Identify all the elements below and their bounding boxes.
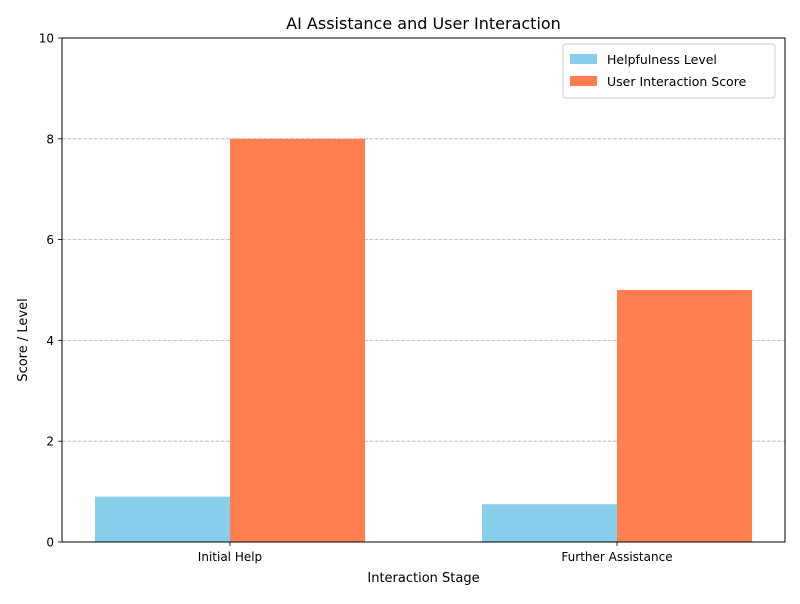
- y-tick-label: 6: [46, 233, 54, 247]
- x-tick-label: Further Assistance: [561, 550, 672, 564]
- axes: [61, 37, 786, 543]
- y-axis-ticks: 0 2 4 6 8 10: [39, 32, 62, 550]
- bar: [482, 504, 617, 542]
- y-tick-label: 10: [39, 32, 54, 46]
- x-tick-label: Initial Help: [198, 550, 262, 564]
- legend: Helpfulness Level User Interaction Score: [562, 43, 776, 99]
- bar: [617, 290, 752, 542]
- plot-frame: [61, 37, 786, 543]
- y-axis-label: Score / Level: [16, 298, 31, 381]
- y-tick-label: 4: [46, 334, 54, 348]
- chart-title: AI Assistance and User Interaction: [286, 14, 561, 33]
- legend-label: User Interaction Score: [607, 74, 747, 89]
- legend-label: Helpfulness Level: [607, 52, 717, 67]
- bar: [230, 138, 365, 543]
- y-tick-label: 0: [46, 536, 54, 550]
- legend-swatch: [570, 76, 597, 86]
- bars: [95, 138, 752, 543]
- x-axis-label: Interaction Stage: [367, 571, 479, 586]
- x-axis-ticks: Initial Help Further Assistance: [198, 542, 673, 564]
- y-tick-label: 2: [46, 435, 54, 449]
- bar: [95, 496, 230, 542]
- legend-box: [562, 43, 776, 99]
- y-tick-label: 8: [46, 132, 54, 146]
- legend-swatch: [570, 54, 597, 64]
